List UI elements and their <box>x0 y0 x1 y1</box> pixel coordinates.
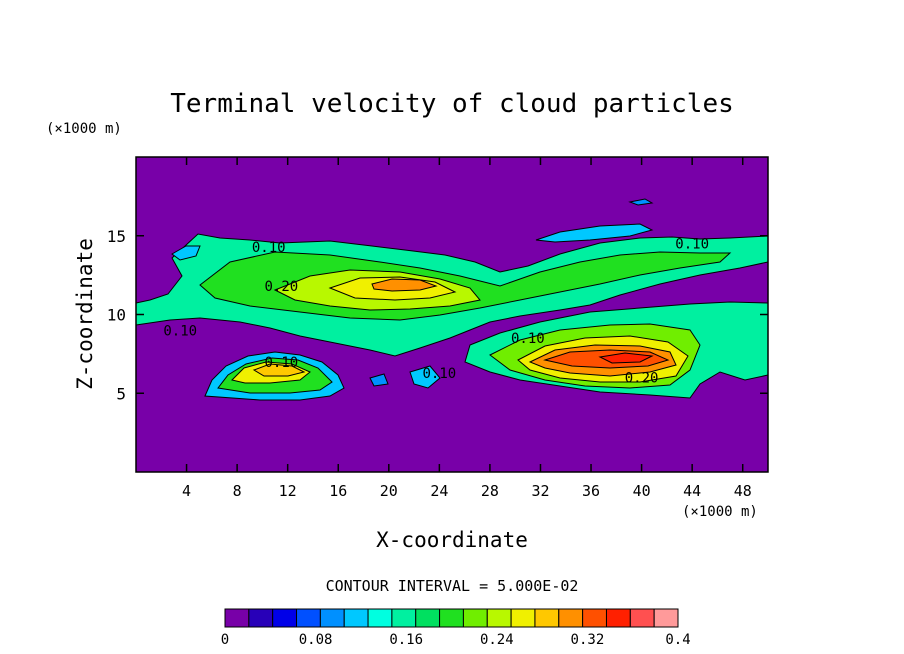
colorbar-swatch <box>367 608 393 628</box>
colorbar-swatch <box>272 608 298 628</box>
x-tick-label: 12 <box>279 482 297 500</box>
x-axis-label: X-coordinate <box>376 528 528 552</box>
colorbar-swatch <box>319 608 345 628</box>
y-axis-label: Z-coordinate <box>73 238 97 390</box>
x-tick-label: 48 <box>734 482 752 500</box>
colorbar-swatch <box>534 608 560 628</box>
colorbar-tick-label: 0.08 <box>299 632 333 648</box>
contour-labels: 0.10 0.20 0.10 0.10 0.10 0.10 0.20 0.10 <box>163 237 709 387</box>
x-tick-label: 44 <box>683 482 701 500</box>
contour-label: 0.10 <box>163 323 197 339</box>
colorbar-tick-label: 0.24 <box>480 632 514 648</box>
colorbar-tick-label: 0.32 <box>571 632 605 648</box>
x-tick-label: 32 <box>531 482 549 500</box>
colorbar <box>224 608 679 628</box>
colorbar-swatch <box>248 608 274 628</box>
contour-label: 0.10 <box>423 366 457 382</box>
contour-field <box>136 198 768 401</box>
chart-title: Terminal velocity of cloud particles <box>170 89 734 119</box>
colorbar-swatch <box>486 608 512 628</box>
small-cloud-patch-mid <box>409 365 441 389</box>
colorbar-swatch <box>224 608 250 628</box>
y-unit-label: (×1000 m) <box>46 121 122 137</box>
colorbar-swatch <box>391 608 417 628</box>
colorbar-swatch <box>510 608 536 628</box>
colorbar-swatch <box>582 608 607 628</box>
colorbar-tick-label: 0.4 <box>665 632 690 648</box>
upper-cloud-band-orange <box>371 278 438 292</box>
contour-label: 0.10 <box>265 355 299 371</box>
y-tick-label: 5 <box>116 384 126 403</box>
x-tick-label: 36 <box>582 482 600 500</box>
y-axis: 5 10 15 <box>107 227 768 403</box>
contour-label: 0.20 <box>625 371 659 387</box>
y-tick-label: 10 <box>107 306 126 325</box>
colorbar-swatch <box>653 608 679 628</box>
x-tick-label: 40 <box>633 482 651 500</box>
small-cloud-patch-left <box>171 245 201 261</box>
small-cloud-patch-top <box>628 198 654 206</box>
y-tick-label: 15 <box>107 227 126 246</box>
contour-interval-text: CONTOUR INTERVAL = 5.000E-02 <box>326 577 579 595</box>
colorbar-swatch <box>629 608 655 628</box>
small-cloud-patch-right <box>535 223 654 243</box>
colorbar-swatch <box>343 608 369 628</box>
colorbar-labels: 0 0.08 0.16 0.24 0.32 0.4 <box>221 632 691 648</box>
colorbar-tick-label: 0 <box>221 632 229 648</box>
x-unit-label: (×1000 m) <box>682 504 758 520</box>
small-cloud-patch-low <box>369 373 389 387</box>
x-axis: 4 8 12 16 20 24 28 32 36 40 44 48 <box>182 157 752 500</box>
contour-label: 0.10 <box>675 237 709 253</box>
x-tick-label: 4 <box>182 482 191 500</box>
x-tick-label: 20 <box>380 482 398 500</box>
colorbar-swatch <box>605 608 631 628</box>
x-tick-label: 8 <box>233 482 242 500</box>
lower-right-cloud-core <box>598 352 654 364</box>
colorbar-swatch <box>296 608 321 628</box>
colorbar-swatch <box>439 608 464 628</box>
x-tick-label: 16 <box>329 482 347 500</box>
colorbar-swatch <box>415 608 441 628</box>
colorbar-tick-label: 0.16 <box>389 632 423 648</box>
colorbar-swatch <box>558 608 584 628</box>
lower-left-cloud-orange <box>252 363 306 377</box>
colorbar-swatch <box>462 608 488 628</box>
x-tick-label: 28 <box>481 482 499 500</box>
contour-label: 0.10 <box>252 240 286 256</box>
contour-label: 0.20 <box>265 279 299 295</box>
x-tick-label: 24 <box>430 482 448 500</box>
contour-label: 0.10 <box>511 331 545 347</box>
